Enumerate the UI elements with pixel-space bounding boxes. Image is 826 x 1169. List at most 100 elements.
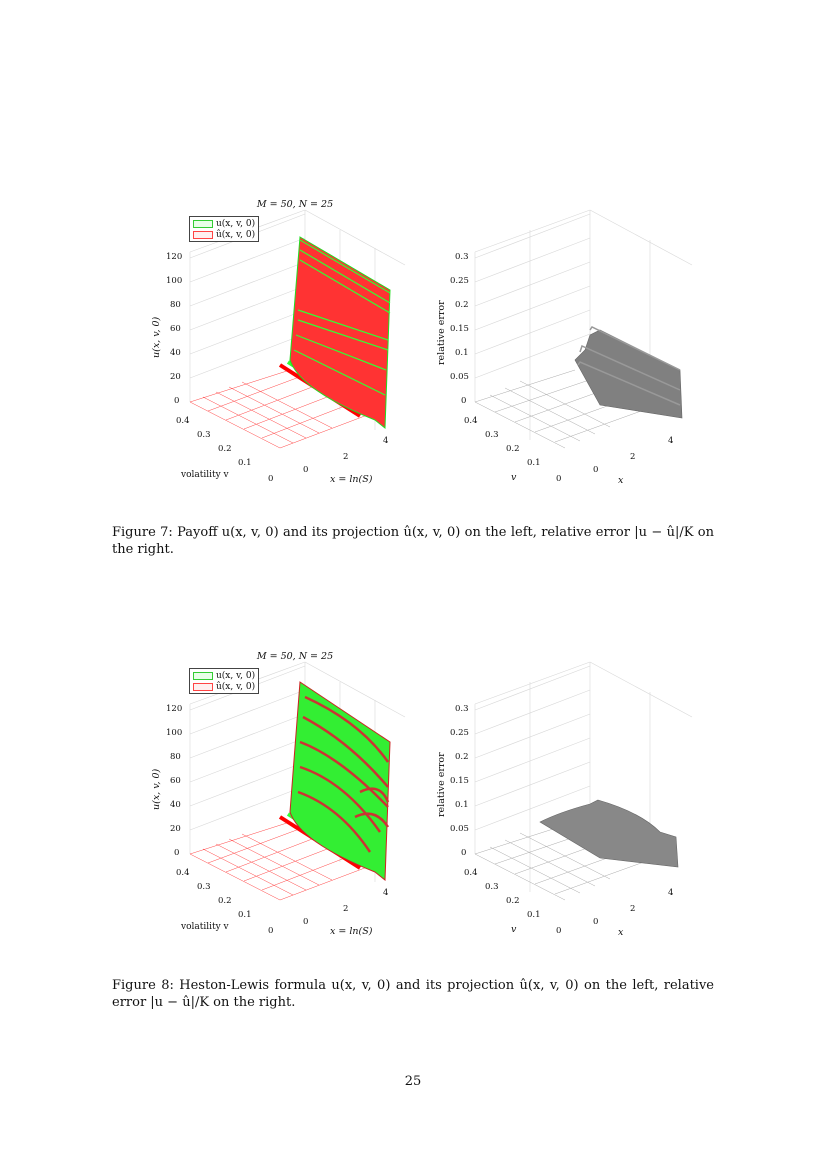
y-tick: 40 — [170, 800, 181, 810]
y-axis-label: relative error — [436, 752, 447, 817]
y-tick: 20 — [170, 372, 181, 382]
v-tick: 0.2 — [218, 444, 232, 454]
figure-7: M = 50, N = 25 u(x, v, 0) û(x, v, 0) 0 2… — [0, 190, 826, 510]
left-plot-floor — [189, 821, 371, 901]
v-axis-label: volatility v — [181, 470, 229, 480]
x-tick: 4 — [668, 436, 674, 446]
v-tick: 0.1 — [238, 458, 252, 468]
y-tick: 0.2 — [455, 752, 469, 762]
legend: u(x, v, 0) û(x, v, 0) — [189, 216, 260, 242]
page-number: 25 — [404, 1074, 422, 1089]
x-axis-label: x = ln(S) — [330, 926, 373, 937]
v-tick: 0.1 — [527, 458, 541, 468]
y-tick: 0 — [174, 848, 180, 858]
v-tick: 0.1 — [238, 910, 252, 920]
left-plot-surface-stripes — [293, 239, 391, 396]
right-plot-axes — [474, 661, 693, 892]
y-axis-label: u(x, v, 0) — [151, 768, 162, 810]
green-swatch-icon — [193, 671, 213, 680]
right-plot-surface-fig7 — [574, 329, 683, 419]
right-plot-axes — [474, 209, 693, 440]
left-plot-interference-rings — [297, 695, 390, 853]
v-tick: 0 — [556, 474, 562, 484]
v-tick: 0.1 — [527, 910, 541, 920]
y-tick: 0 — [174, 396, 180, 406]
legend-item-uhat: û(x, v, 0) — [193, 229, 255, 240]
legend-label: u(x, v, 0) — [216, 670, 256, 681]
figure-8-caption: Figure 8: Heston-Lewis formula u(x, v, 0… — [112, 978, 714, 1010]
left-plot-floor — [189, 369, 371, 449]
y-tick: 100 — [166, 276, 183, 286]
y-tick: 60 — [170, 324, 181, 334]
y-tick: 0.1 — [455, 348, 469, 358]
y-tick: 0.05 — [450, 824, 469, 834]
v-tick: 0.4 — [464, 416, 478, 426]
y-tick: 0 — [461, 848, 467, 858]
v-tick: 0 — [268, 474, 274, 484]
x-axis-label: x — [618, 927, 624, 938]
legend: u(x, v, 0) û(x, v, 0) — [189, 668, 260, 694]
figure-8-graphics — [189, 661, 693, 901]
figure-7-graphics — [189, 209, 693, 449]
y-tick: 0.25 — [450, 276, 469, 286]
y-tick: 80 — [170, 300, 181, 310]
v-axis-label: v — [511, 472, 517, 483]
legend-label: u(x, v, 0) — [216, 218, 256, 229]
legend-item-uhat: û(x, v, 0) — [193, 681, 255, 692]
v-tick: 0.4 — [464, 868, 478, 878]
x-tick: 0 — [303, 917, 309, 927]
figure-8: M = 50, N = 25 u(x, v, 0) û(x, v, 0) 0 2… — [0, 642, 826, 962]
v-tick: 0.2 — [218, 896, 232, 906]
v-tick: 0.3 — [485, 882, 499, 892]
v-tick: 0 — [268, 926, 274, 936]
red-swatch-icon — [193, 682, 213, 691]
y-tick: 0.05 — [450, 372, 469, 382]
x-tick: 0 — [593, 917, 599, 927]
y-tick: 0 — [461, 396, 467, 406]
x-tick: 0 — [593, 465, 599, 475]
legend-label: û(x, v, 0) — [216, 229, 256, 240]
y-tick: 0.15 — [450, 324, 469, 334]
x-axis-label: x = ln(S) — [330, 474, 373, 485]
x-tick: 4 — [383, 436, 389, 446]
legend-item-u: u(x, v, 0) — [193, 218, 255, 229]
x-tick: 2 — [630, 452, 636, 462]
v-tick: 0.3 — [485, 430, 499, 440]
left-plot-surface-fig8 — [289, 681, 391, 882]
red-swatch-icon — [193, 230, 213, 239]
x-tick: 2 — [630, 904, 636, 914]
x-tick: 4 — [383, 888, 389, 898]
y-tick: 20 — [170, 824, 181, 834]
y-tick: 80 — [170, 752, 181, 762]
v-axis-label: v — [511, 924, 517, 935]
v-tick: 0.4 — [176, 416, 190, 426]
y-tick: 0.3 — [455, 252, 469, 262]
legend-label: û(x, v, 0) — [216, 681, 256, 692]
green-swatch-icon — [193, 219, 213, 228]
y-tick: 40 — [170, 348, 181, 358]
y-axis-label: u(x, v, 0) — [151, 316, 162, 358]
x-tick: 2 — [343, 904, 349, 914]
v-tick: 0.3 — [197, 882, 211, 892]
y-tick: 60 — [170, 776, 181, 786]
y-tick: 100 — [166, 728, 183, 738]
plot-title: M = 50, N = 25 — [256, 651, 334, 662]
x-tick: 2 — [343, 452, 349, 462]
left-plot-surface-fig7 — [289, 236, 391, 430]
right-plot-surface-fig8 — [539, 799, 679, 868]
v-tick: 0.4 — [176, 868, 190, 878]
figure-7-caption: Figure 7: Payoff u(x, v, 0) and its proj… — [112, 525, 714, 557]
x-axis-label: x — [618, 475, 624, 486]
legend-item-u: u(x, v, 0) — [193, 670, 255, 681]
plot-title: M = 50, N = 25 — [256, 199, 334, 210]
v-axis-label: volatility v — [181, 922, 229, 932]
y-tick: 120 — [166, 252, 183, 262]
v-tick: 0.2 — [506, 444, 520, 454]
v-tick: 0.3 — [197, 430, 211, 440]
x-tick: 0 — [303, 465, 309, 475]
v-tick: 0 — [556, 926, 562, 936]
y-tick: 0.25 — [450, 728, 469, 738]
v-tick: 0.2 — [506, 896, 520, 906]
y-tick: 0.3 — [455, 704, 469, 714]
y-axis-label: relative error — [436, 300, 447, 365]
